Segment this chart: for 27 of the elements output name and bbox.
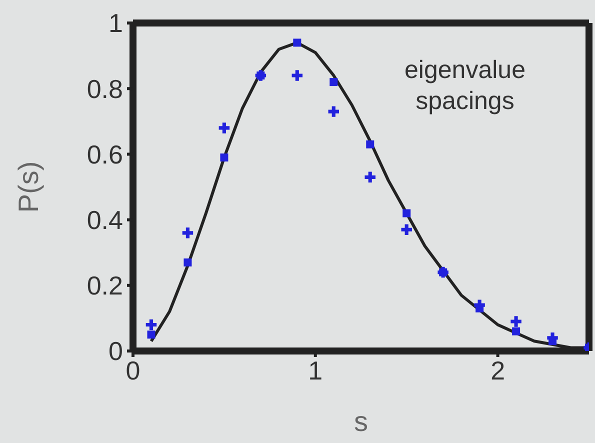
y-tick-label: 0.4 — [86, 205, 123, 236]
y-axis-title: P(s) — [12, 161, 44, 213]
y-tick-label: 0.2 — [86, 270, 123, 301]
point — [146, 319, 157, 330]
annotation: eigenvalue spacings — [404, 55, 526, 117]
point — [366, 140, 374, 148]
point — [364, 172, 376, 183]
y-tick-label: 0.8 — [86, 74, 123, 104]
point — [402, 209, 411, 218]
point — [218, 122, 230, 134]
point — [401, 224, 412, 236]
point — [184, 258, 192, 266]
x-tick-label: 1 — [308, 355, 323, 386]
point — [328, 106, 340, 117]
y-tick-label: 0.6 — [86, 139, 123, 170]
y-tick-label: 0 — [108, 336, 123, 366]
x-axis-title: s — [354, 406, 368, 437]
point — [510, 316, 522, 327]
point — [220, 153, 228, 162]
y-tick-label: 1 — [108, 8, 123, 38]
point — [512, 327, 520, 336]
point — [330, 78, 338, 86]
point — [293, 38, 302, 47]
x-tick-label: 2 — [490, 355, 506, 386]
point — [292, 70, 303, 81]
point — [182, 228, 194, 238]
point — [147, 330, 156, 339]
